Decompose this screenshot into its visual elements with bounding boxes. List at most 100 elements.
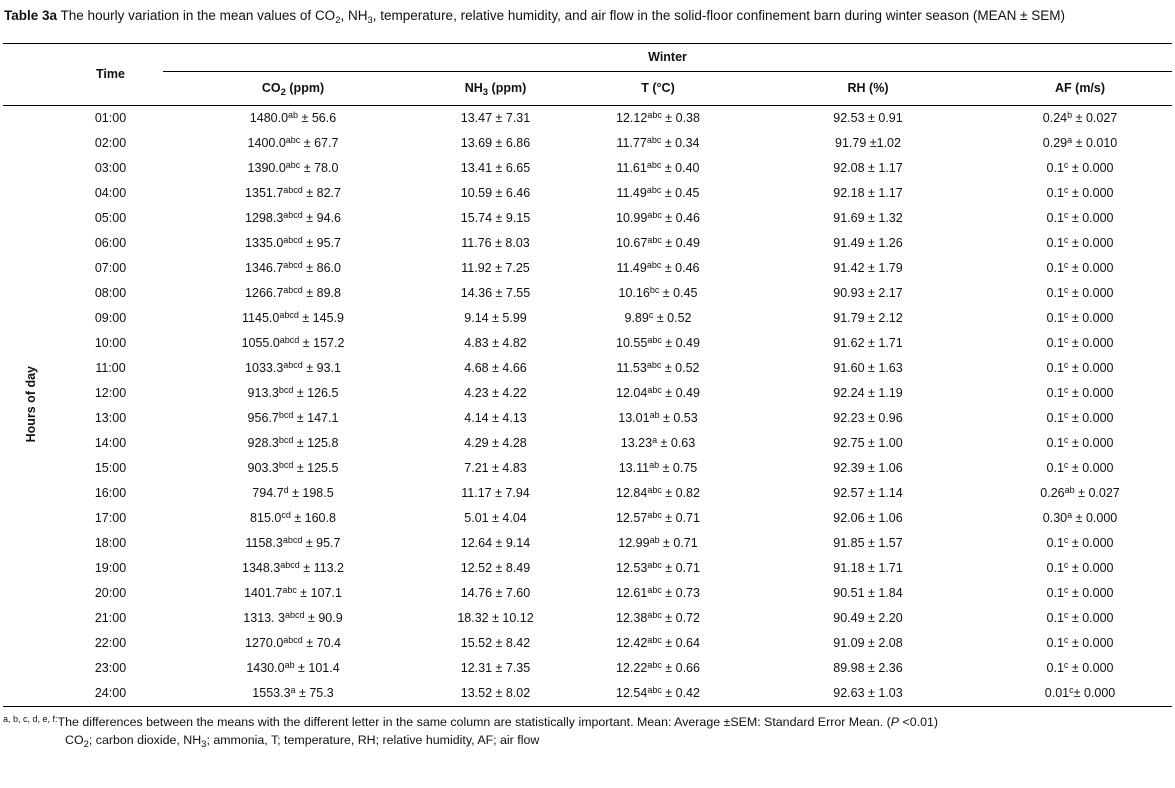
value-cell-nh3: 13.52 ± 8.02: [460, 686, 531, 701]
value-cell-t: 11.49abc ± 0.46: [616, 260, 700, 276]
value-cell-t: 12.42abc ± 0.64: [616, 635, 700, 651]
value-cell-af: 0.1c ± 0.000: [1046, 410, 1114, 426]
value-cell-nh3: 10.59 ± 6.46: [460, 186, 531, 201]
table-row: 09:00 1145.0abcd ± 145.9 9.14 ± 5.99 9.89c …: [3, 306, 1172, 331]
value-cell-rh: 92.18 ± 1.17: [833, 186, 903, 201]
value-cell-af: 0.1c ± 0.000: [1046, 435, 1114, 451]
time-cell: 04:00: [94, 186, 127, 201]
table-row: 15:00 903.3bcd ± 125.5 7.21 ± 4.83 13.11ab …: [3, 456, 1172, 481]
value-cell-co2: 1430.0ab ± 101.4: [246, 660, 340, 676]
value-cell-nh3: 9.14 ± 5.99: [464, 311, 527, 326]
value-cell-co2: 1298.3abcd ± 94.6: [245, 210, 341, 226]
value-cell-co2: 1401.7abc ± 107.1: [244, 585, 342, 601]
value-cell-t: 10.16bc ± 0.45: [618, 285, 698, 301]
header-nh3: NH3 (ppm): [423, 71, 568, 106]
value-cell-co2: 1390.0abc ± 78.0: [247, 160, 339, 176]
value-cell-t: 12.54abc ± 0.42: [616, 685, 700, 701]
table-body: Hours of day 01:00 1480.0ab ± 56.6 13.47 ± …: [3, 105, 1172, 706]
time-cell: 12:00: [94, 386, 127, 401]
value-cell-rh: 89.98 ± 2.36: [833, 661, 903, 676]
value-cell-nh3: 14.36 ± 7.55: [460, 286, 531, 301]
value-cell-nh3: 15.74 ± 9.15: [460, 211, 531, 226]
value-cell-nh3: 12.52 ± 8.49: [460, 561, 531, 576]
value-cell-af: 0.1c ± 0.000: [1046, 185, 1114, 201]
table-caption-text: The hourly variation in the mean values …: [60, 8, 1065, 26]
value-cell-af: 0.1c ± 0.000: [1046, 160, 1114, 176]
value-cell-co2: 1270.0abcd ± 70.4: [245, 635, 341, 651]
table-row: 16:00 794.7d ± 198.5 11.17 ± 7.94 12.84abc …: [3, 481, 1172, 506]
value-cell-co2: 1400.0abc ± 67.7: [247, 135, 339, 151]
value-cell-af: 0.29a ± 0.010: [1042, 135, 1118, 151]
time-cell: 19:00: [94, 561, 127, 576]
header-group-winter: Winter: [163, 42, 1173, 72]
table-row: 03:00 1390.0abc ± 78.0 13.41 ± 6.65 11.61ab…: [3, 156, 1172, 181]
time-cell: 11:00: [95, 361, 126, 376]
table-row: 11:00 1033.3abcd ± 93.1 4.68 ± 4.66 11.53ab…: [3, 356, 1172, 381]
time-cell: 14:00: [94, 436, 127, 451]
table-row: 21:00 1313. 3abcd ± 90.9 18.32 ± 10.12 12.3…: [3, 606, 1172, 631]
value-cell-co2: 903.3bcd ± 125.5: [247, 460, 339, 476]
value-cell-af: 0.1c ± 0.000: [1046, 260, 1114, 276]
value-cell-af: 0.1c ± 0.000: [1046, 535, 1114, 551]
value-cell-rh: 92.57 ± 1.14: [833, 486, 903, 501]
table-row: 12:00 913.3bcd ± 126.5 4.23 ± 4.22 12.04abc…: [3, 381, 1172, 406]
value-cell-co2: 1348.3abcd ± 113.2: [242, 560, 344, 576]
value-cell-rh: 92.75 ± 1.00: [833, 436, 903, 451]
value-cell-t: 12.12abc ± 0.38: [616, 110, 700, 126]
table-header: Time Winter CO2 (ppm) NH3 (ppm) T (°C) R…: [3, 42, 1173, 106]
time-cell: 01:00: [94, 111, 127, 126]
value-cell-t: 13.01ab ± 0.53: [618, 410, 698, 426]
value-cell-rh: 91.60 ± 1.63: [833, 361, 903, 376]
table-caption: Table 3a The hourly variation in the mea…: [4, 7, 1170, 26]
time-cell: 18:00: [94, 536, 127, 551]
table-row: 13:00 956.7bcd ± 147.1 4.14 ± 4.13 13.01ab …: [3, 406, 1172, 431]
value-cell-nh3: 11.17 ± 7.94: [461, 486, 530, 501]
table-row: 08:00 1266.7abcd ± 89.8 14.36 ± 7.55 10.16b…: [3, 281, 1172, 306]
value-cell-t: 10.67abc ± 0.49: [616, 235, 700, 251]
value-cell-co2: 815.0cd ± 160.8: [250, 510, 336, 526]
column-header-row: CO2 (ppm) NH3 (ppm) T (°C) RH (%) AF (m/…: [3, 71, 1173, 106]
value-cell-nh3: 14.76 ± 7.60: [460, 586, 531, 601]
value-cell-nh3: 13.69 ± 6.86: [460, 136, 531, 151]
time-cell: 16:00: [94, 486, 127, 501]
table-footnotes: a, b, c, d, e, f:The differences between…: [3, 714, 1172, 750]
value-cell-af: 0.24b ± 0.027: [1042, 110, 1118, 126]
value-cell-rh: 92.08 ± 1.17: [833, 161, 903, 176]
value-cell-co2: 1335.0abcd ± 95.7: [245, 235, 341, 251]
time-cell: 13:00: [94, 411, 127, 426]
time-cell: 24:00: [94, 686, 127, 701]
time-cell: 10:00: [94, 336, 127, 351]
value-cell-t: 11.49abc ± 0.45: [616, 185, 700, 201]
value-cell-rh: 92.23 ± 0.96: [833, 411, 903, 426]
time-cell: 23:00: [94, 661, 127, 676]
table-row: 23:00 1430.0ab ± 101.4 12.31 ± 7.35 12.22ab…: [3, 656, 1172, 681]
value-cell-af: 0.26ab ± 0.027: [1040, 485, 1120, 501]
table-row: 06:00 1335.0abcd ± 95.7 11.76 ± 8.03 10.67a…: [3, 231, 1172, 256]
value-cell-co2: 956.7bcd ± 147.1: [247, 410, 339, 426]
time-cell: 05:00: [94, 211, 127, 226]
value-cell-t: 13.23a ± 0.63: [620, 435, 696, 451]
value-cell-af: 0.1c ± 0.000: [1046, 285, 1114, 301]
value-cell-t: 11.61abc ± 0.40: [616, 160, 700, 176]
value-cell-af: 0.1c ± 0.000: [1046, 360, 1114, 376]
value-cell-rh: 91.42 ± 1.79: [833, 261, 903, 276]
value-cell-af: 0.1c ± 0.000: [1046, 610, 1114, 626]
value-cell-af: 0.1c ± 0.000: [1046, 460, 1114, 476]
value-cell-nh3: 4.83 ± 4.82: [464, 336, 527, 351]
value-cell-nh3: 11.92 ± 7.25: [461, 261, 530, 276]
value-cell-rh: 90.49 ± 2.20: [833, 611, 903, 626]
header-blank-cell: [3, 42, 58, 106]
table-row: 04:00 1351.7abcd ± 82.7 10.59 ± 6.46 11.49a…: [3, 181, 1172, 206]
value-cell-t: 11.77abc ± 0.34: [616, 135, 700, 151]
value-cell-nh3: 12.31 ± 7.35: [460, 661, 531, 676]
value-cell-af: 0.30a ± 0.000: [1042, 510, 1118, 526]
value-cell-rh: 92.06 ± 1.06: [833, 511, 903, 526]
value-cell-af: 0.1c ± 0.000: [1046, 585, 1114, 601]
value-cell-nh3: 7.21 ± 4.83: [464, 461, 527, 476]
time-cell: 07:00: [94, 261, 127, 276]
value-cell-nh3: 18.32 ± 10.12: [457, 611, 534, 626]
table-row: 17:00 815.0cd ± 160.8 5.01 ± 4.04 12.57abc …: [3, 506, 1172, 531]
table-row: 22:00 1270.0abcd ± 70.4 15.52 ± 8.42 12.42a…: [3, 631, 1172, 656]
time-cell: 22:00: [94, 636, 127, 651]
value-cell-t: 9.89c ± 0.52: [624, 310, 692, 326]
